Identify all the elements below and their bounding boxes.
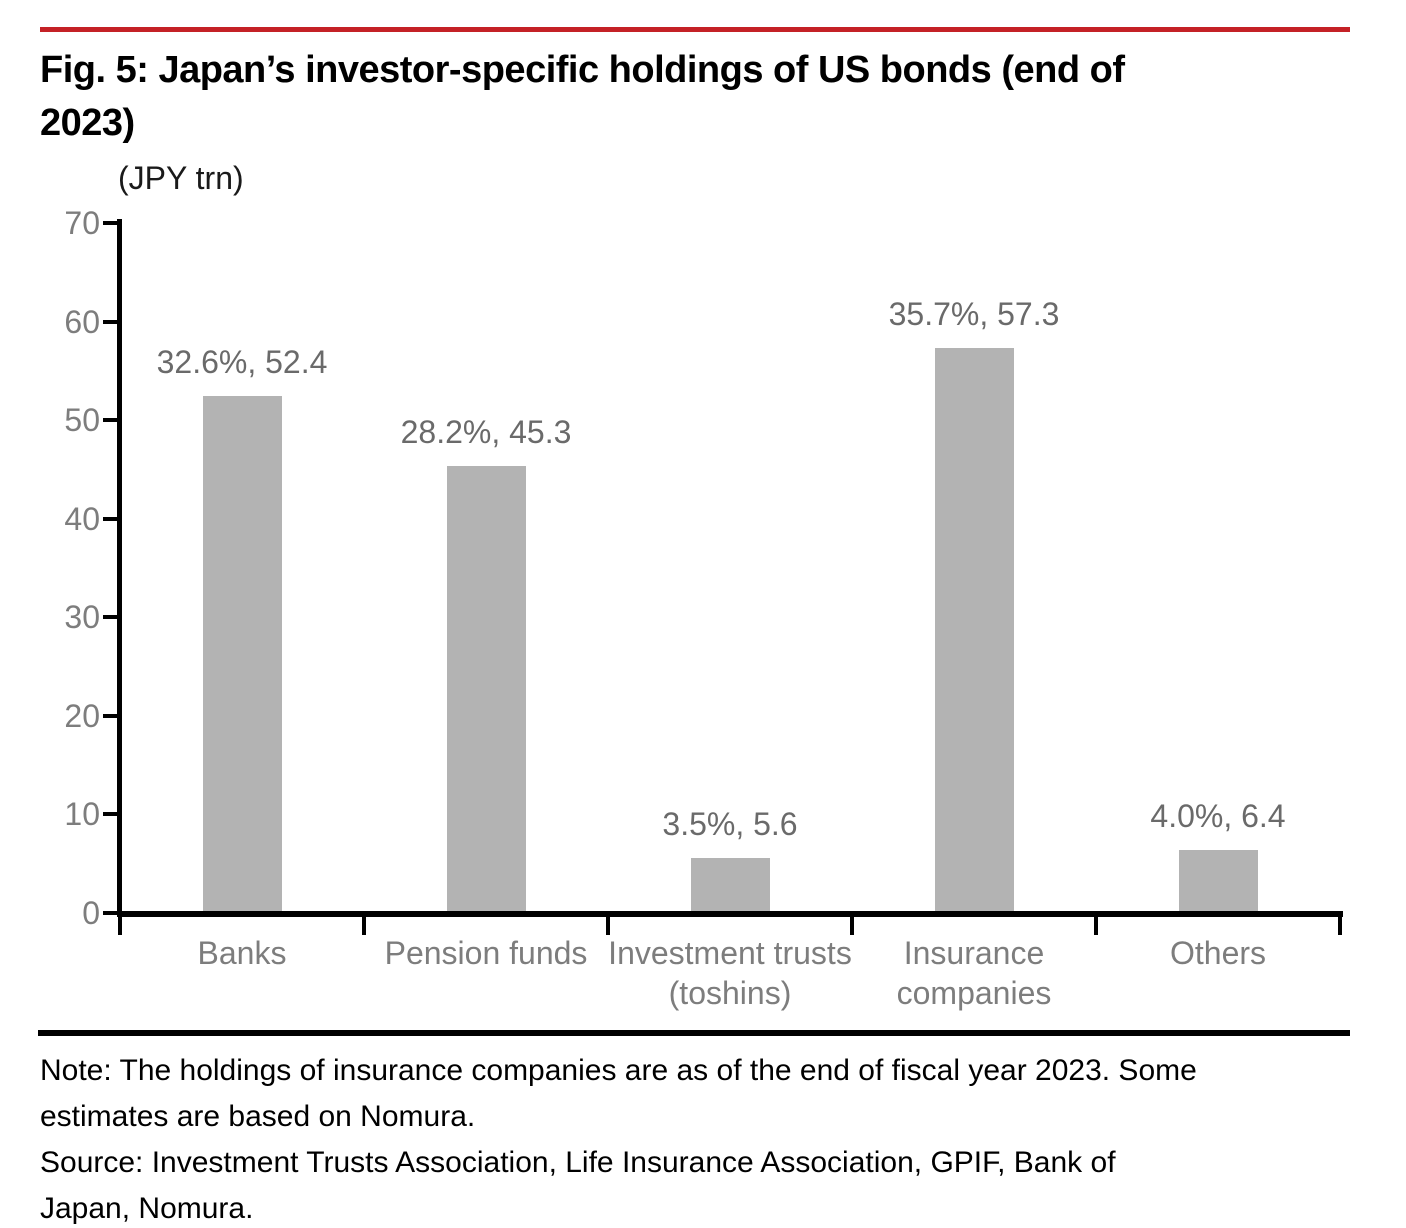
x-axis-tick-4 <box>1094 911 1098 935</box>
x-axis-tick-1 <box>362 911 366 935</box>
y-axis-tick-label-0: 0 <box>82 895 100 931</box>
bar-others <box>1178 849 1258 911</box>
y-axis-line <box>117 219 122 917</box>
bar-pension-funds <box>446 466 526 911</box>
x-axis-line <box>117 911 1343 917</box>
x-axis-tick-3 <box>850 911 854 935</box>
accent-rule <box>40 27 1350 32</box>
bar-data-label-investment-trusts-toshins: 3.5%, 5.6 <box>662 805 798 842</box>
bar-data-label-insurance-companies: 35.7%, 57.3 <box>888 296 1060 333</box>
y-axis-tick-label-70: 70 <box>64 205 100 241</box>
bar-data-label-banks: 32.6%, 52.4 <box>156 344 328 381</box>
x-axis-tick-0 <box>118 911 122 935</box>
bar-insurance-companies <box>934 348 1014 911</box>
bar-banks <box>202 396 282 911</box>
note-line-2: estimates are based on Nomura. <box>40 1100 476 1133</box>
footnotes: Note: The holdings of insurance companie… <box>40 1048 1380 1228</box>
figure-title: Fig. 5: Japan’s investor-specific holdin… <box>40 44 1380 150</box>
category-label-others: Others <box>1169 935 1267 971</box>
bar-data-label-pension-funds: 28.2%, 45.3 <box>400 414 572 451</box>
source-line-2: Japan, Nomura. <box>40 1192 254 1225</box>
separator-rule <box>38 1030 1350 1036</box>
y-axis-tick-label-40: 40 <box>64 500 100 537</box>
category-label-banks: Banks <box>197 935 287 971</box>
y-axis-unit-label: (JPY trn) <box>118 160 244 196</box>
y-axis-tick-20 <box>103 713 118 718</box>
category-label-investment-trusts-toshins: Investment trusts (toshins) <box>608 935 852 1011</box>
y-axis-tick-50 <box>103 418 118 423</box>
y-axis-tick-label-60: 60 <box>64 303 100 340</box>
y-axis-tick-60 <box>103 319 118 324</box>
y-axis-tick-30 <box>103 615 118 620</box>
figure-title-line-1: Fig. 5: Japan’s investor-specific holdin… <box>40 49 1125 91</box>
x-axis-tick-5 <box>1338 911 1342 935</box>
y-axis-tick-label-20: 20 <box>64 697 100 734</box>
category-label-insurance-companies: Insurance companies <box>896 935 1052 1011</box>
category-label-pension-funds: Pension funds <box>384 935 588 971</box>
y-axis-tick-40 <box>103 516 118 521</box>
note-text: Note: The holdings of insurance companie… <box>40 1048 1380 1140</box>
note-line-1: Note: The holdings of insurance companie… <box>40 1054 1197 1087</box>
source-text: Source: Investment Trusts Association, L… <box>40 1140 1380 1228</box>
y-axis-tick-label-30: 30 <box>64 599 100 636</box>
figure-title-line-2: 2023) <box>40 102 135 144</box>
y-axis-tick-label-50: 50 <box>64 402 100 439</box>
bar-investment-trusts-toshins <box>690 857 770 911</box>
source-line-1: Source: Investment Trusts Association, L… <box>40 1146 1116 1179</box>
y-axis-tick-10 <box>103 812 118 817</box>
x-axis-tick-2 <box>606 911 610 935</box>
bar-data-label-others: 4.0%, 6.4 <box>1150 797 1286 834</box>
y-axis-tick-70 <box>103 221 118 225</box>
y-axis-tick-0 <box>103 911 118 915</box>
y-axis-tick-label-10: 10 <box>64 796 100 833</box>
